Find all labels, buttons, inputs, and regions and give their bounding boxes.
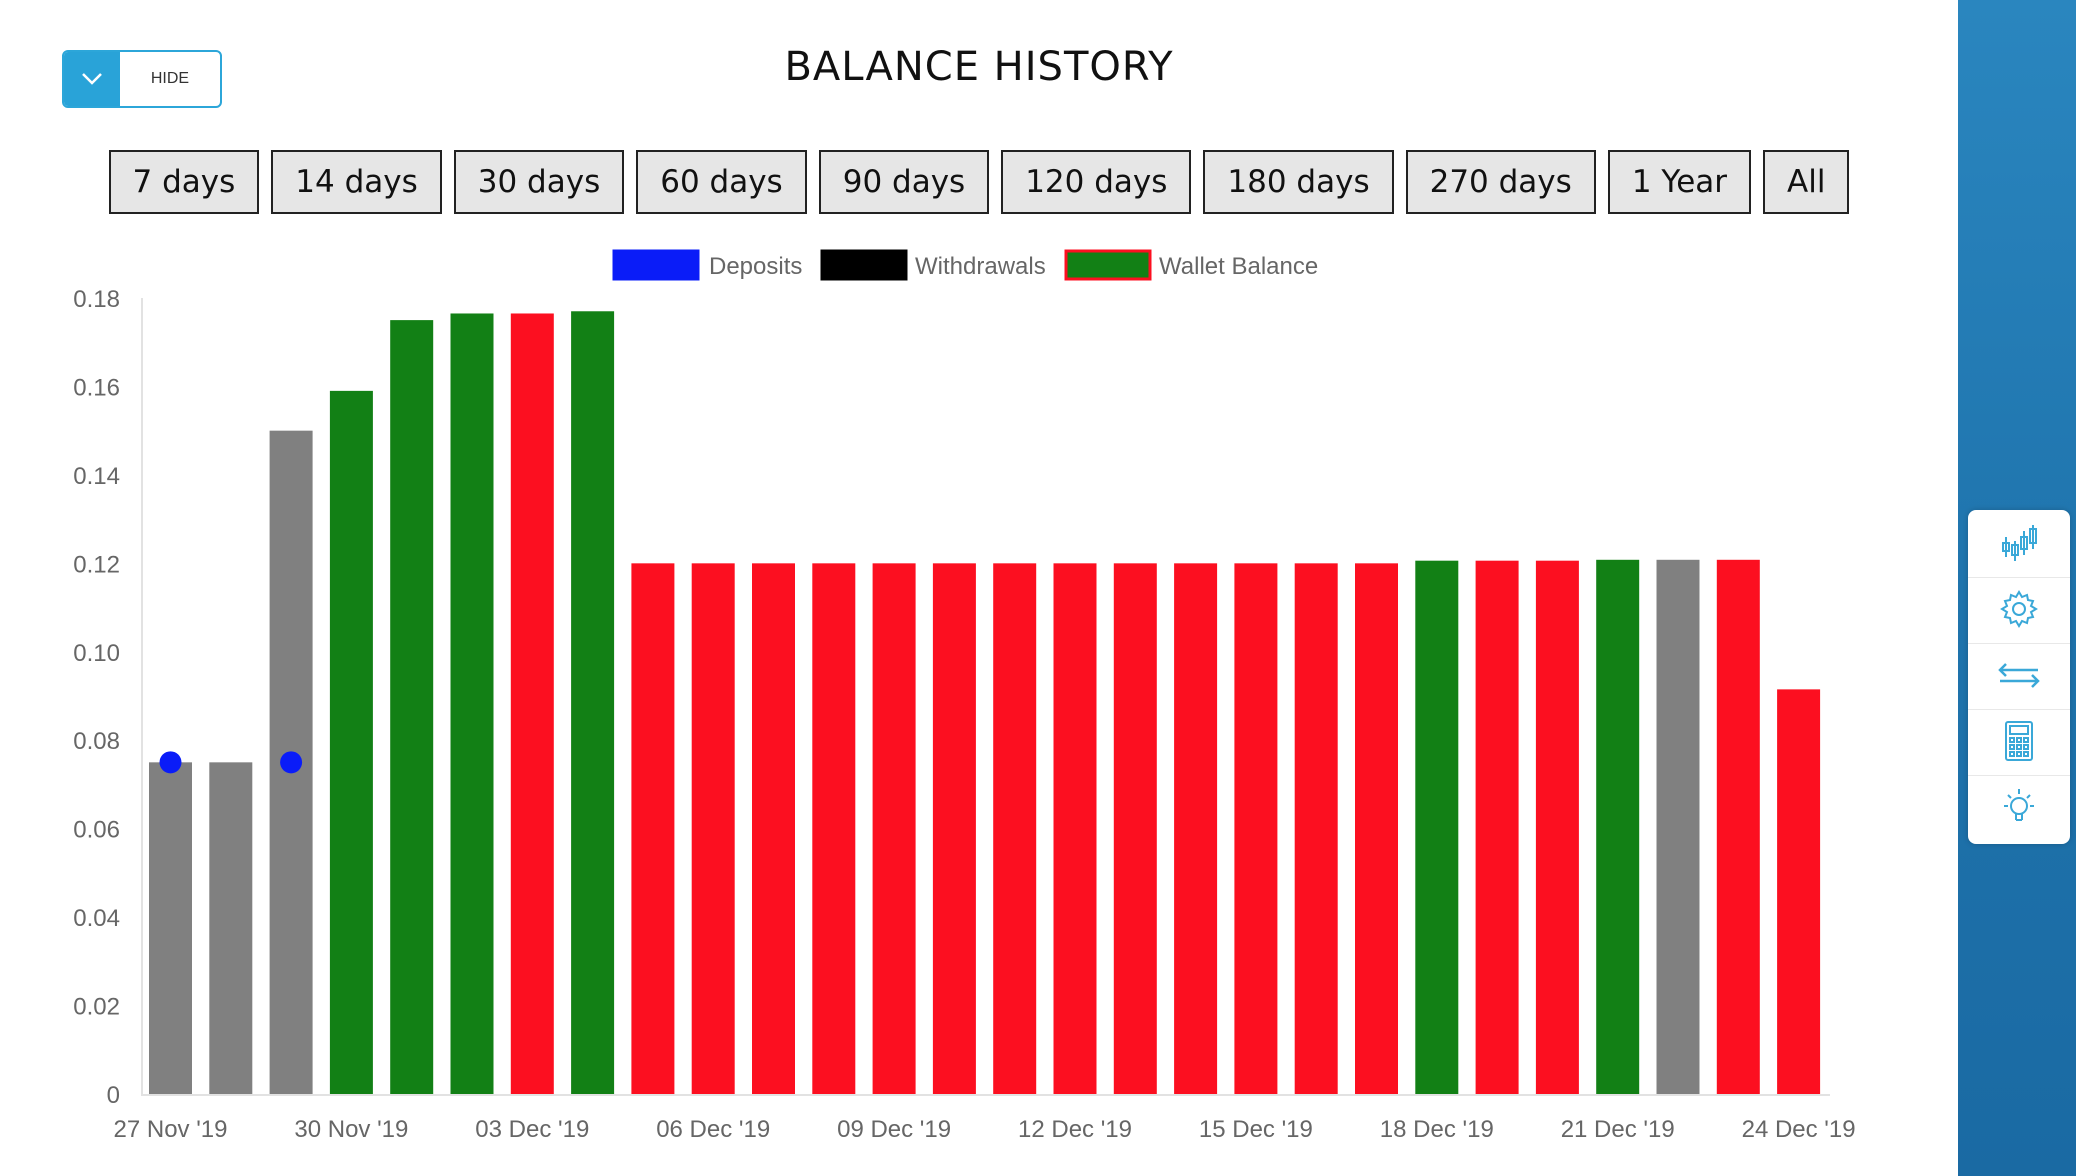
x-tick-label: 18 Dec '19 <box>1380 1116 1494 1143</box>
calculator-icon <box>2004 720 2034 766</box>
bar <box>872 563 916 1094</box>
range-button-270-days[interactable]: 270 days <box>1405 150 1596 214</box>
range-button-120-days[interactable]: 120 days <box>1001 150 1192 214</box>
y-tick-label: 0.04 <box>73 905 120 932</box>
bar <box>691 563 735 1094</box>
bar <box>1415 560 1459 1094</box>
legend-swatch-2 <box>820 249 908 281</box>
range-button-7-days[interactable]: 7 days <box>108 150 260 214</box>
legend-swatch-3 <box>1064 249 1152 281</box>
range-button-60-days[interactable]: 60 days <box>636 150 807 214</box>
y-tick-label: 0.06 <box>73 817 120 844</box>
x-tick-label: 27 Nov '19 <box>114 1116 228 1143</box>
bar <box>1355 563 1398 1094</box>
x-tick-label: 06 Dec '19 <box>656 1116 770 1143</box>
tool-button-2[interactable] <box>1968 578 2070 644</box>
legend-label-2: Withdrawals <box>915 253 1046 280</box>
tool-button-1[interactable] <box>1968 512 2070 578</box>
x-tick-label: 12 Dec '19 <box>1018 1116 1132 1143</box>
range-button-group: 7 days 14 days 30 days 60 days 90 days 120 da… <box>0 150 1958 214</box>
bar <box>1777 689 1821 1094</box>
bar <box>209 762 253 1094</box>
bar <box>329 390 373 1094</box>
gear-icon <box>2000 589 2038 632</box>
bar <box>1475 560 1519 1094</box>
bar <box>1716 559 1760 1094</box>
y-tick-label: 0.18 <box>73 286 120 313</box>
transfer-arrows-icon <box>1996 660 2042 694</box>
hide-toggle-label: HIDE <box>150 70 190 87</box>
bar <box>993 563 1037 1094</box>
bar <box>1294 563 1338 1094</box>
range-button-all[interactable]: All <box>1763 150 1850 214</box>
bar <box>510 313 554 1094</box>
y-tick-label: 0 <box>107 1082 120 1109</box>
deposit-point <box>280 751 303 774</box>
x-tick-label: 09 Dec '19 <box>837 1116 951 1143</box>
hide-toggle-button[interactable]: HIDE <box>62 50 222 108</box>
bar <box>149 762 192 1094</box>
tool-panel <box>1968 510 2070 844</box>
x-tick-label: 03 Dec '19 <box>475 1116 589 1143</box>
bar <box>1535 560 1579 1094</box>
y-tick-label: 0.12 <box>73 551 120 578</box>
x-tick-label: 15 Dec '19 <box>1199 1116 1313 1143</box>
y-tick-label: 0.08 <box>73 728 120 755</box>
tool-button-4[interactable] <box>1968 710 2070 776</box>
bar <box>1596 559 1640 1094</box>
x-tick-label: 30 Nov '19 <box>294 1116 408 1143</box>
balance-history-chart: Deposits Withdrawals Wallet Balance 0 0.02 0.… <box>73 249 1856 1143</box>
tool-button-3[interactable] <box>1968 644 2070 710</box>
range-button-1-year[interactable]: 1 Year <box>1607 150 1752 214</box>
y-tick-label: 0.16 <box>73 374 120 401</box>
range-button-90-days[interactable]: 90 days <box>818 150 990 214</box>
range-button-30-days[interactable]: 30 days <box>453 150 625 214</box>
bar <box>1656 559 1700 1094</box>
lightbulb-icon <box>1998 786 2040 832</box>
main-panel: HIDE BALANCE HISTORY 7 days 14 days 30 day… <box>0 44 1958 1143</box>
bar <box>812 563 856 1094</box>
bar <box>1113 563 1157 1094</box>
bar <box>1174 563 1218 1094</box>
bar <box>631 563 675 1094</box>
y-tick-label: 0.10 <box>73 640 120 667</box>
tool-button-5[interactable] <box>1968 776 2070 842</box>
bar <box>1234 563 1278 1094</box>
deposit-point <box>159 751 182 774</box>
bar <box>450 313 494 1094</box>
x-tick-label: 24 Dec '19 <box>1742 1116 1856 1143</box>
x-tick-label: 21 Dec '19 <box>1561 1116 1675 1143</box>
bar <box>571 311 615 1094</box>
range-button-14-days[interactable]: 14 days <box>271 150 442 214</box>
chart-icon <box>2000 523 2038 567</box>
legend-label-1: Deposits <box>709 253 802 280</box>
bar <box>390 320 434 1095</box>
chevron-down-icon <box>64 52 120 106</box>
range-button-180-days[interactable]: 180 days <box>1203 150 1394 214</box>
bar <box>1053 563 1097 1094</box>
y-tick-label: 0.14 <box>73 463 120 490</box>
page-title: BALANCE HISTORY <box>784 44 1174 90</box>
legend-label-3: Wallet Balance <box>1159 253 1318 280</box>
legend-swatch-1 <box>612 249 700 281</box>
y-tick-label: 0.02 <box>73 994 120 1021</box>
bar <box>752 563 795 1094</box>
bar <box>932 563 976 1094</box>
